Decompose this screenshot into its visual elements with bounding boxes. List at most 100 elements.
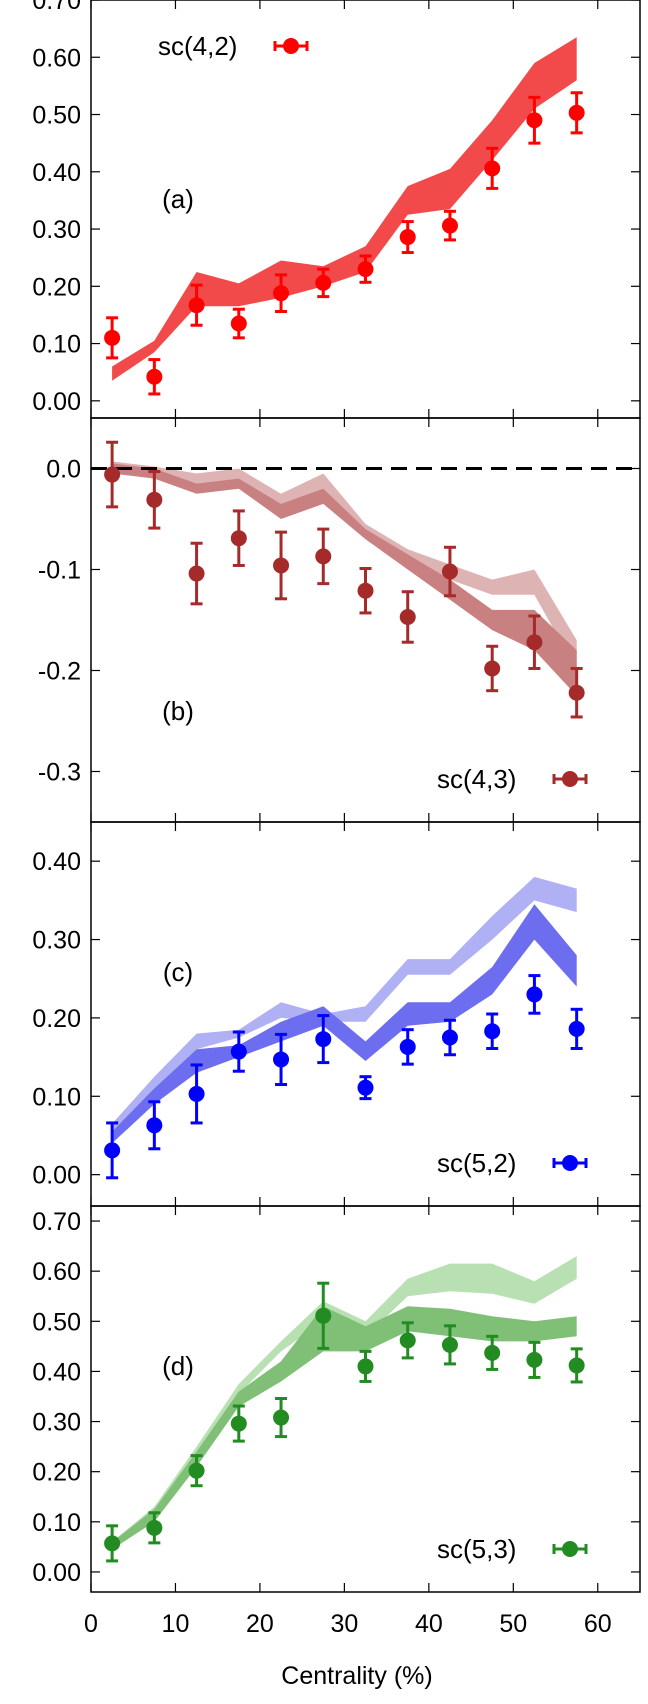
y-tick-label: -0.2 [38,658,81,686]
data-point [315,548,332,565]
data-point [315,1307,332,1324]
panel-2: 0.0 -0.1 -0.2 -0.3 (b) sc(4,3) [38,417,641,823]
legend-text: sc(5,2) [437,1148,516,1178]
y-tick-label: 0.20 [32,1459,81,1487]
data-point [188,565,205,582]
x-tick-label: 60 [584,1610,612,1638]
data-point [441,1336,458,1353]
band-2 [112,904,577,1144]
data-point [230,1415,247,1432]
legend-text: sc(4,2) [158,31,237,61]
panel-1: 0.00 0.10 0.20 0.30 0.40 0.50 0.60 0.70 (a) sc(4,… [32,0,641,419]
data-point [399,1332,416,1349]
data-point [441,217,458,234]
y-tick-label: -0.3 [38,759,81,787]
data-point [104,1142,121,1159]
panel-label: (a) [162,184,194,214]
legend-text: sc(5,3) [437,1534,516,1564]
panel-label: (d) [162,1351,194,1381]
y-tick-label: 0.00 [32,1559,81,1587]
data-point [188,1462,205,1479]
y-tick-label: 0.60 [32,44,81,72]
data-point [399,1038,416,1055]
y-tick-label: 0.40 [32,848,81,876]
data-point [230,1043,247,1060]
band-1 [112,876,577,1136]
y-tick-label: 0.30 [32,927,81,955]
data-point [188,297,205,314]
data-point [484,660,501,677]
panel-frame [90,1205,641,1593]
data-point [484,160,501,177]
band-1 [112,461,577,671]
data-point [273,285,290,302]
data-point [315,1031,332,1048]
data-point [357,582,374,599]
panel-label: (c) [163,957,193,987]
x-tick-label: 0 [84,1610,98,1638]
y-tick-label: 0.40 [32,159,81,187]
y-tick-label: 0.60 [32,1258,81,1286]
y-tick-label: -0.1 [38,557,81,585]
x-axis-label: Centrality (%) [281,1662,432,1690]
legend-marker [283,38,299,54]
data-point [146,491,163,508]
data-point [104,466,121,483]
band-1 [112,1256,577,1550]
band-1 [112,37,577,381]
y-tick-label: 0.0 [46,456,81,484]
data-point [568,684,585,701]
data-point [484,1023,501,1040]
data-point [484,1344,501,1361]
band-2 [112,1306,577,1550]
data-point [273,557,290,574]
y-tick-label: 0.30 [32,1409,81,1437]
y-tick-label: 0.30 [32,216,81,244]
y-tick-label: 0.00 [32,388,81,416]
legend-marker [562,1541,578,1557]
x-tick-label: 10 [162,1610,190,1638]
data-point [399,229,416,246]
data-point [146,368,163,385]
panels-group: 0.00 0.10 0.20 0.30 0.40 0.50 0.60 0.70 (a) sc(4,… [32,0,641,1593]
legend-marker [562,1155,578,1171]
y-tick-label: 0.50 [32,102,81,130]
data-point [441,563,458,580]
data-point [526,634,543,651]
data-point [230,530,247,547]
y-tick-label: 0.70 [32,1208,81,1236]
legend-marker [562,771,578,787]
y-tick-label: 0.20 [32,1005,81,1033]
data-point [273,1409,290,1426]
data-point [146,1117,163,1134]
panel-3: 0.00 0.10 0.20 0.30 0.40 (c) sc(5,2) [32,821,641,1207]
y-tick-label: 0.20 [32,273,81,301]
y-tick-label: 0.10 [32,1509,81,1537]
data-point [526,1351,543,1368]
x-axis: 0 10 20 30 40 50 60 [84,1610,612,1638]
data-point [104,1535,121,1552]
y-tick-label: 0.40 [32,1358,81,1386]
data-point [568,1357,585,1374]
y-tick-label: 0.50 [32,1308,81,1336]
data-point [273,1051,290,1068]
data-point [230,315,247,332]
data-point [399,608,416,625]
legend-text: sc(4,3) [437,764,516,794]
data-point [568,104,585,121]
y-tick-label: 0.10 [32,1083,81,1111]
x-tick-label: 20 [246,1610,274,1638]
data-point [357,1358,374,1375]
data-point [357,261,374,278]
panel-4: 0.00 0.10 0.20 0.30 0.40 0.50 0.60 0.70 (d) sc(5,… [32,1205,641,1593]
band-2 [112,463,577,696]
data-point [526,112,543,129]
x-tick-label: 30 [330,1610,358,1638]
y-tick-label: 0.70 [32,0,81,15]
data-point [188,1085,205,1102]
data-point [568,1020,585,1037]
data-point [146,1519,163,1536]
y-tick-label: 0.00 [32,1162,81,1190]
x-tick-label: 50 [499,1610,527,1638]
